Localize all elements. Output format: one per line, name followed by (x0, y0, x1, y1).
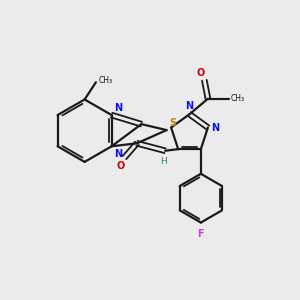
Text: CH₃: CH₃ (230, 94, 244, 103)
Text: N: N (114, 149, 122, 159)
Text: O: O (117, 160, 125, 171)
Text: N: N (114, 103, 122, 113)
Text: S: S (169, 118, 176, 128)
Text: N: N (185, 100, 194, 111)
Text: F: F (198, 229, 204, 239)
Text: N: N (211, 123, 219, 133)
Text: H: H (160, 157, 167, 166)
Text: CH₃: CH₃ (99, 76, 113, 85)
Text: O: O (197, 68, 205, 78)
